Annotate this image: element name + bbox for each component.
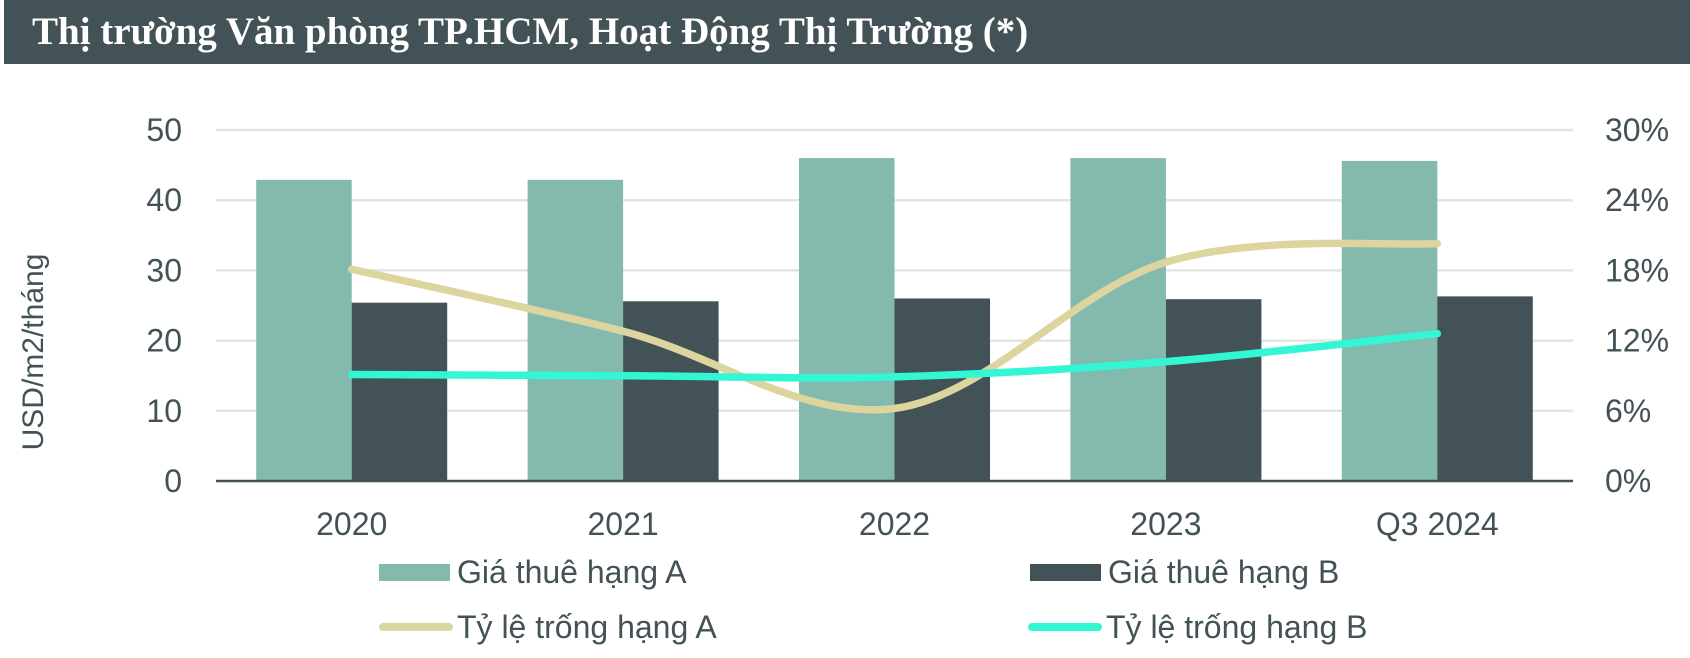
- bar-rent-b: [1165, 299, 1262, 481]
- y-tick-label: 20: [146, 323, 182, 359]
- bar-series: [256, 158, 1533, 482]
- y-tick-label: 10: [146, 393, 182, 429]
- legend-item-vacancy-a: Tỷ lệ trống hạng A: [379, 607, 717, 647]
- line-vacancy-a: [347, 239, 1442, 414]
- bar-rent-b: [623, 301, 719, 481]
- x-tick-label: 2020: [316, 506, 387, 542]
- legend-item-rent-b: Giá thuê hạng B: [1030, 552, 1339, 592]
- x-tick-label: 2022: [859, 506, 930, 542]
- legend-label: Giá thuê hạng A: [457, 553, 687, 590]
- bar-rent-a: [1070, 158, 1166, 481]
- y2-tick-label: 18%: [1605, 252, 1669, 288]
- y2-tick-label: 12%: [1605, 323, 1669, 359]
- y2-tick-label: 30%: [1605, 112, 1669, 148]
- y-tick-label: 30: [146, 252, 182, 288]
- legend-swatch-line-icon: [379, 623, 453, 631]
- legend-label: Giá thuê hạng B: [1108, 553, 1340, 590]
- x-tick-label: 2021: [588, 506, 659, 542]
- y-axis-right-ticks: 0% 6% 12% 18% 24% 30%: [1605, 112, 1669, 499]
- bar-rent-a: [799, 158, 895, 481]
- y2-tick-label: 6%: [1605, 393, 1651, 429]
- y-tick-label: 0: [164, 463, 182, 499]
- line-vacancy-b: [347, 329, 1442, 382]
- legend-label: Tỷ lệ trống hạng A: [457, 608, 717, 645]
- legend-swatch-line-icon: [1028, 623, 1102, 631]
- x-tick-label: Q3 2024: [1376, 506, 1499, 542]
- bar-rent-a: [256, 179, 352, 482]
- bar-rent-b: [894, 298, 990, 481]
- bar-rent-a: [1341, 160, 1438, 481]
- y-axis-title: USD/m2/tháng: [17, 254, 50, 451]
- x-axis-ticks: 2020 2021 2022 2023 Q3 2024: [316, 506, 1499, 542]
- y-tick-label: 40: [146, 182, 182, 218]
- y2-tick-label: 24%: [1605, 182, 1669, 218]
- legend-swatch-bar-icon: [379, 563, 450, 581]
- legend-item-rent-a: Giá thuê hạng A: [379, 552, 687, 592]
- y2-tick-label: 0%: [1605, 463, 1651, 499]
- legend-item-vacancy-b: Tỷ lệ trống hạng B: [1028, 607, 1367, 647]
- y-tick-label: 50: [146, 112, 182, 148]
- bar-rent-b: [351, 302, 448, 481]
- legend-swatch-bar-icon: [1030, 563, 1101, 581]
- bar-rent-b: [1437, 296, 1533, 481]
- x-tick-label: 2023: [1130, 506, 1201, 542]
- legend-label: Tỷ lệ trống hạng B: [1106, 608, 1368, 645]
- chart-title: Thị trường Văn phòng TP.HCM, Hoạt Động T…: [32, 10, 1029, 53]
- chart-header: Thị trường Văn phòng TP.HCM, Hoạt Động T…: [4, 0, 1690, 64]
- y-axis-left-ticks: 0 10 20 30 40 50: [146, 112, 182, 499]
- line-series: [347, 239, 1442, 414]
